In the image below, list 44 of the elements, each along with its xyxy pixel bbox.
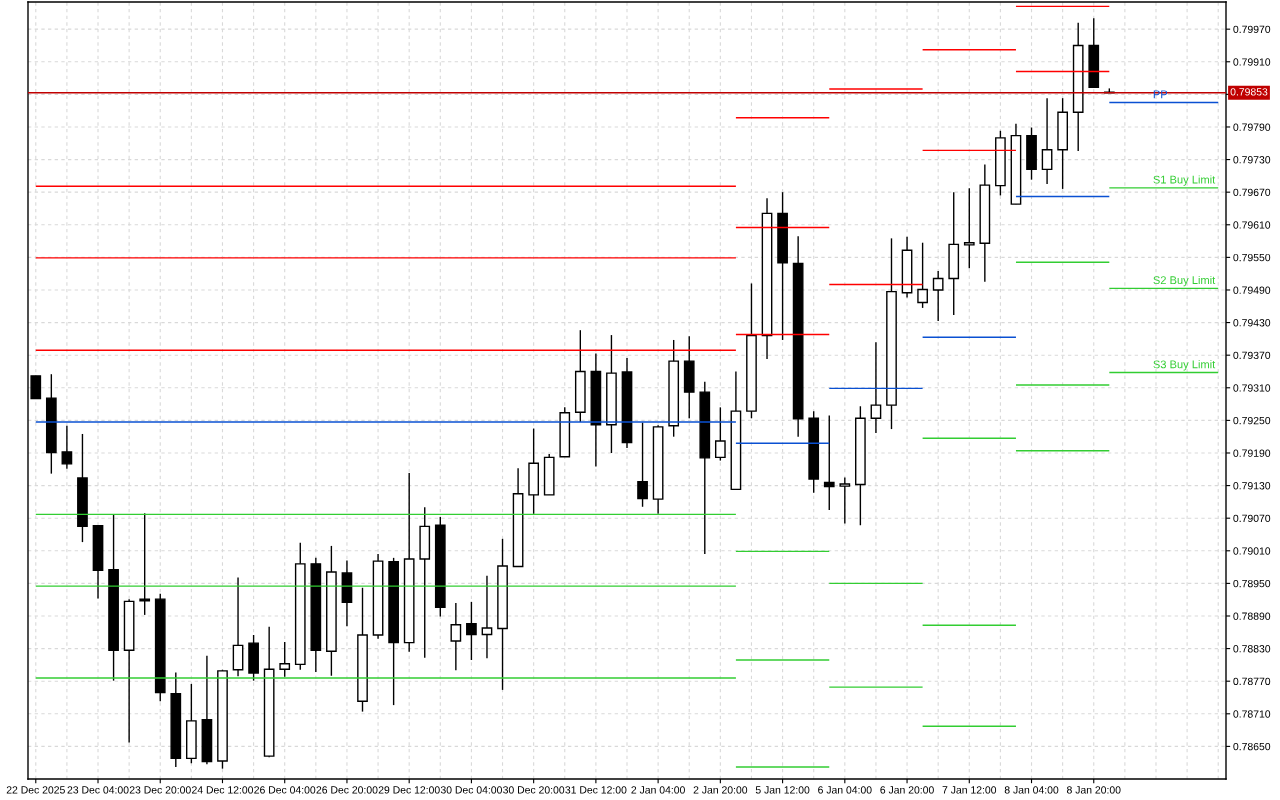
ref-line-label: 0.79853	[1230, 88, 1268, 96]
x-tick-label: 6 Jan 20:00	[880, 786, 934, 794]
y-tick-label: 0.78890	[1233, 612, 1271, 620]
y-tick-label: 0.79310	[1233, 384, 1271, 392]
x-tick-label: 6 Jan 04:00	[818, 786, 872, 794]
x-tick-label: 2 Jan 04:00	[631, 786, 685, 794]
x-tick-label: 30 Dec 20:00	[503, 786, 565, 794]
x-tick-label: 7 Jan 12:00	[942, 786, 997, 794]
x-tick-label: 5 Jan 12:00	[755, 786, 810, 794]
y-tick-label: 0.79130	[1233, 482, 1271, 490]
x-tick-label: 29 Dec 12:00	[378, 786, 440, 794]
x-tick-label: 24 Dec 12:00	[192, 786, 254, 794]
y-tick-label: 0.79610	[1233, 221, 1271, 229]
y-tick-label: 0.78950	[1233, 579, 1271, 588]
y-tick-label: 0.79250	[1233, 416, 1271, 425]
y-tick-label: 0.79670	[1233, 188, 1271, 197]
x-tick-label: 22 Dec 2025	[6, 786, 65, 794]
x-tick-label: 26 Dec 04:00	[254, 786, 316, 794]
y-tick-label: 0.79910	[1233, 58, 1271, 66]
y-tick-label: 0.79430	[1233, 319, 1271, 327]
y-tick-label: 0.79790	[1233, 123, 1271, 131]
y-tick-label: 0.79070	[1233, 514, 1271, 523]
x-tick-label: 8 Jan 20:00	[1066, 786, 1121, 794]
y-tick-label: 0.78770	[1233, 677, 1271, 686]
x-tick-label: 23 Dec 04:00	[67, 786, 129, 794]
x-tick-label: 23 Dec 20:00	[129, 786, 191, 794]
x-tick-label: 8 Jan 04:00	[1004, 786, 1059, 794]
x-tick-label: 31 Dec 12:00	[565, 786, 627, 794]
y-tick-label: 0.79370	[1233, 351, 1271, 360]
y-tick-label: 0.79190	[1233, 449, 1271, 457]
y-tick-label: 0.78710	[1233, 710, 1271, 718]
x-tick-label: 2 Jan 20:00	[693, 786, 748, 794]
series-label: S3 Buy Limit	[1153, 360, 1216, 371]
y-tick-label: 0.78830	[1233, 645, 1271, 653]
x-tick-label: 30 Dec 04:00	[440, 786, 502, 794]
y-tick-label: 0.79490	[1233, 286, 1271, 294]
series-label: S2 Buy Limit	[1153, 275, 1216, 287]
y-tick-label: 0.79970	[1233, 25, 1271, 34]
y-tick-label: 0.79730	[1233, 156, 1271, 164]
y-tick-label: 0.79550	[1233, 253, 1271, 262]
y-tick-label: 0.78650	[1233, 742, 1271, 751]
y-tick-label: 0.79010	[1233, 547, 1271, 555]
series-label: S1 Buy Limit	[1153, 175, 1216, 186]
x-tick-label: 26 Dec 20:00	[316, 786, 378, 794]
